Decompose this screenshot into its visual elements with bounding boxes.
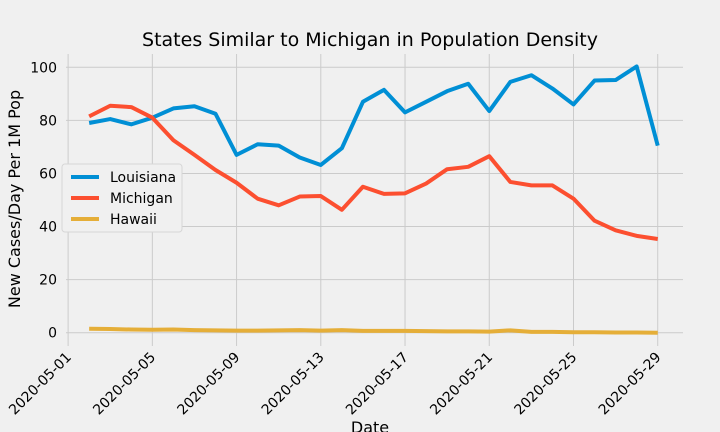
y-tick-label: 100 xyxy=(30,60,57,76)
series-line-louisiana xyxy=(88,64,660,167)
series-line-hawaii xyxy=(89,326,658,335)
x-tick-label: 2020-05-01 xyxy=(6,350,75,419)
y-tick-label: 40 xyxy=(39,220,57,236)
y-tick-label: 80 xyxy=(39,113,57,129)
chart-title: States Similar to Michigan in Population… xyxy=(142,29,598,51)
legend-label: Hawaii xyxy=(110,212,157,228)
legend-label: Louisiana xyxy=(110,170,176,186)
x-tick-label: 2020-05-21 xyxy=(427,350,496,419)
x-tick-label: 2020-05-25 xyxy=(511,350,580,419)
x-axis: 2020-05-01 2020-05-05 2020-05-09 2020-05-13… xyxy=(6,350,664,419)
x-tick-label: 2020-05-29 xyxy=(596,350,665,419)
series-line-michigan xyxy=(88,103,659,241)
x-tick-label: 2020-05-17 xyxy=(343,350,412,419)
x-tick-label: 2020-05-13 xyxy=(259,350,328,419)
legend: Louisiana Michigan Hawaii xyxy=(61,163,183,233)
x-axis-label: Date xyxy=(351,418,389,432)
x-tick-label: 2020-05-05 xyxy=(90,350,159,419)
y-tick-label: 20 xyxy=(39,273,57,289)
series-layer xyxy=(88,64,660,335)
y-axis: 0 20 40 60 80 100 xyxy=(30,60,57,341)
y-tick-label: 0 xyxy=(48,326,57,342)
x-tick-label: 2020-05-09 xyxy=(175,350,244,419)
legend-label: Michigan xyxy=(110,191,173,207)
y-tick-label: 60 xyxy=(39,166,57,182)
y-axis-label: New Cases/Day Per 1M Pop xyxy=(5,90,24,308)
legend-box xyxy=(61,163,183,233)
